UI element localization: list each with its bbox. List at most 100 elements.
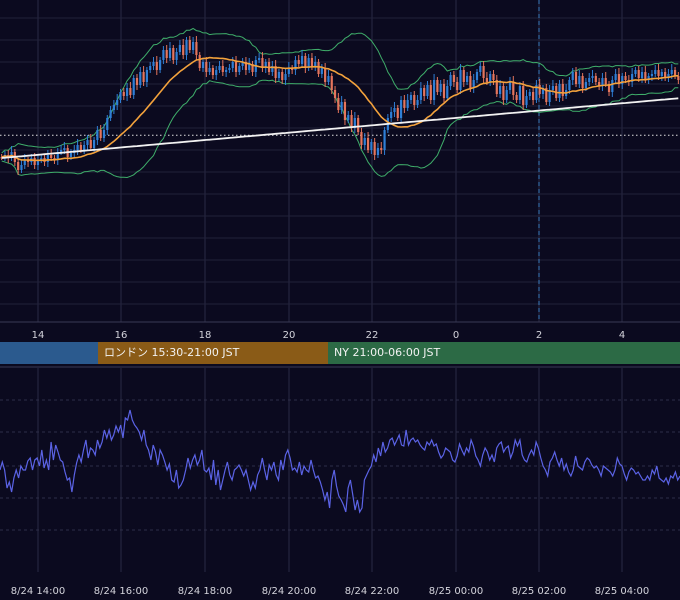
- candle-body: [390, 112, 393, 118]
- candle-body: [337, 98, 340, 110]
- candle-body: [297, 60, 300, 64]
- candle-body: [449, 75, 452, 86]
- candle-body: [264, 62, 267, 68]
- candle-body: [251, 64, 254, 72]
- candle-body: [624, 76, 627, 80]
- candle-body: [452, 75, 455, 82]
- candle-body: [307, 58, 310, 68]
- x-tick-label: 22: [366, 330, 379, 341]
- candle-body: [145, 70, 148, 82]
- candle-body: [617, 74, 621, 84]
- candle-body: [574, 72, 578, 84]
- candle-body: [26, 160, 30, 162]
- candle-body: [96, 130, 99, 140]
- bollinger-lower: [1, 79, 679, 179]
- candle-body: [340, 102, 343, 110]
- candle-body: [601, 78, 604, 86]
- candle-body: [56, 152, 59, 160]
- candle-body: [271, 66, 274, 72]
- candle-body: [512, 82, 515, 95]
- candle-body: [406, 100, 409, 108]
- candle-body: [660, 72, 663, 76]
- candle-body: [0, 157, 3, 159]
- candle-body: [416, 100, 419, 105]
- candle-body: [175, 52, 178, 60]
- candle-body: [578, 76, 581, 84]
- candle-body: [459, 70, 462, 90]
- candle-body: [380, 148, 383, 150]
- candle-body: [106, 118, 109, 130]
- candle-body: [581, 76, 584, 88]
- candle-body: [109, 110, 112, 118]
- candle-body: [634, 70, 637, 74]
- candle-body: [360, 132, 363, 145]
- candle-body: [165, 50, 168, 58]
- candle-body: [650, 74, 654, 76]
- candle-body: [300, 56, 304, 64]
- candle-body: [162, 50, 165, 60]
- osc-x-tick-label: 8/24 18:00: [178, 586, 232, 597]
- candle-body: [330, 76, 333, 90]
- session-label-london: ロンドン 15:30-21:00 JST: [104, 346, 240, 359]
- candle-body: [492, 74, 495, 80]
- ma-short: [1, 56, 679, 162]
- osc-x-tick-label: 8/24 22:00: [345, 586, 399, 597]
- candle-body: [215, 70, 218, 75]
- osc-x-tick-label: 8/24 16:00: [94, 586, 148, 597]
- candle-body: [99, 130, 102, 138]
- candle-body: [396, 108, 399, 118]
- candle-body: [383, 130, 386, 150]
- candle-body: [637, 70, 640, 78]
- candle-body: [370, 142, 373, 150]
- x-tick-label: 14: [32, 330, 45, 341]
- candle-body: [607, 84, 611, 92]
- candle-body: [46, 155, 49, 162]
- candle-body: [333, 90, 337, 98]
- candle-body: [548, 90, 551, 102]
- candle-body: [426, 85, 429, 96]
- candle-body: [63, 148, 66, 150]
- osc-x-tick-label: 8/24 20:00: [262, 586, 316, 597]
- candle-body: [178, 45, 182, 52]
- candle-body: [231, 62, 234, 68]
- candle-body: [172, 48, 175, 60]
- candle-body: [423, 88, 426, 96]
- candle-body: [152, 62, 155, 66]
- candle-body: [631, 74, 634, 82]
- candle-body: [442, 84, 446, 98]
- session-label-ny: NY 21:00-06:00 JST: [334, 346, 441, 359]
- candle-body: [535, 85, 538, 100]
- candle-body: [221, 66, 224, 72]
- candle-body: [654, 70, 657, 74]
- candle-body: [571, 72, 574, 80]
- candle-body: [518, 86, 522, 100]
- candle-body: [17, 162, 20, 170]
- candle-body: [598, 82, 601, 86]
- candle-body: [33, 158, 36, 165]
- candle-body: [456, 82, 459, 90]
- candle-body: [475, 72, 479, 80]
- candle-body: [198, 55, 201, 68]
- candle-body: [667, 74, 670, 78]
- candle-body: [168, 48, 172, 58]
- candle-body: [677, 76, 680, 80]
- candle-body: [119, 92, 122, 100]
- candle-body: [327, 76, 330, 82]
- candle-body: [489, 74, 492, 82]
- oscillator-panel: [0, 366, 680, 572]
- candle-body: [482, 66, 485, 78]
- candle-body: [413, 95, 416, 105]
- candle-body: [439, 84, 442, 92]
- candle-body: [304, 56, 307, 68]
- candle-body: [350, 115, 353, 128]
- candle-body: [201, 62, 205, 68]
- candle-body: [495, 80, 498, 94]
- candle-body: [195, 42, 198, 55]
- candle-body: [129, 88, 132, 95]
- candle-body: [218, 66, 221, 70]
- candle-body: [644, 72, 647, 80]
- candle-body: [76, 145, 79, 150]
- candle-body: [498, 86, 502, 94]
- candle-body: [604, 78, 607, 84]
